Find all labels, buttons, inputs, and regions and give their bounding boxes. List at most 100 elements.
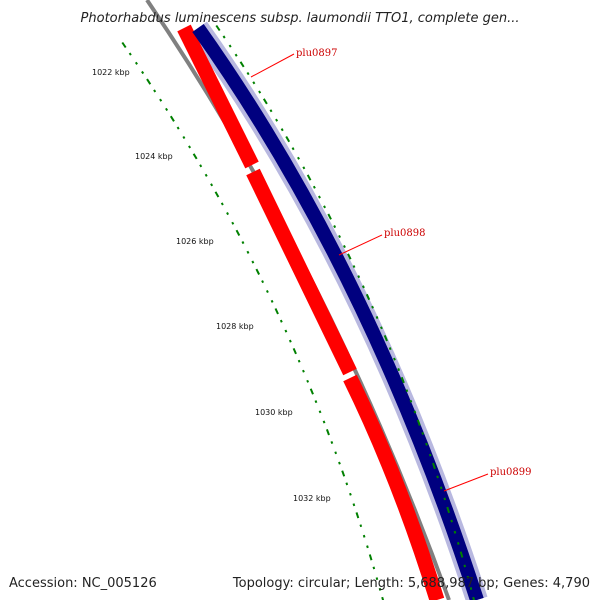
scale-tick-right-major bbox=[459, 551, 464, 558]
scale-tick-right-minor bbox=[323, 205, 326, 209]
scale-tick-left-minor bbox=[134, 61, 138, 65]
scale-tick-right-minor bbox=[388, 347, 392, 351]
scale-tick-right-major bbox=[383, 335, 388, 342]
scale-label-1030: 1030 kbp bbox=[255, 408, 293, 417]
scale-tick-left-minor bbox=[306, 379, 310, 383]
forward-strand-genes bbox=[177, 24, 445, 600]
scale-tick-left-major bbox=[355, 512, 360, 519]
scale-label-1022: 1022 kbp bbox=[92, 68, 130, 77]
scale-label-1028: 1028 kbp bbox=[216, 322, 254, 331]
scale-tick-right-minor bbox=[228, 44, 232, 48]
scale-tick-left-minor bbox=[330, 441, 334, 444]
gene-label[interactable]: plu0899 bbox=[490, 467, 532, 478]
scale-tick-left-minor bbox=[318, 410, 322, 414]
scale-tick-right-major bbox=[432, 462, 436, 470]
scale-tick-left-minor bbox=[279, 319, 283, 323]
scale-tick-right-major bbox=[446, 506, 451, 514]
gene-callout-plu0898[interactable]: plu0898 bbox=[338, 228, 426, 256]
scale-tick-left-minor bbox=[241, 241, 245, 245]
gene-arrow-plu0898[interactable] bbox=[246, 168, 357, 376]
scale-tick-right-minor bbox=[413, 410, 417, 414]
scale-tick-right-minor bbox=[280, 128, 284, 132]
scale-tick-left-minor bbox=[246, 250, 250, 254]
scale-tick-left-minor bbox=[220, 202, 224, 206]
scale-tick-left-minor bbox=[338, 461, 341, 465]
scale-tick-left-major bbox=[235, 229, 241, 236]
scale-tick-left-major bbox=[368, 554, 373, 561]
scale-tick-left-minor bbox=[352, 503, 356, 507]
scale-tick-left-minor bbox=[270, 299, 274, 303]
scale-tick-right-minor bbox=[302, 166, 306, 170]
scale-tick-left-minor bbox=[226, 212, 229, 216]
scale-tick-left-minor bbox=[345, 482, 349, 486]
gene-label[interactable]: plu0898 bbox=[384, 228, 426, 239]
scale-tick-right-minor bbox=[425, 442, 428, 446]
scale-tick-left-minor bbox=[372, 566, 376, 570]
scale-tick-left-minor bbox=[375, 577, 379, 581]
scale-tick-right-minor bbox=[338, 234, 341, 239]
scale-tick-right-major bbox=[285, 136, 291, 143]
scale-tick-left-minor bbox=[176, 126, 180, 130]
scale-tick-left-minor bbox=[284, 329, 288, 333]
scale-tick-right-minor bbox=[361, 285, 365, 289]
genome-summary-text: Topology: circular; Length: 5,688,987 bp… bbox=[232, 576, 590, 591]
gene-callout-plu0899[interactable]: plu0899 bbox=[443, 467, 532, 492]
scale-tick-left-major bbox=[121, 41, 127, 49]
scale-tick-left-minor bbox=[204, 173, 208, 177]
scale-tick-right-minor bbox=[357, 275, 361, 279]
scale-tick-right-minor bbox=[450, 519, 453, 523]
scale-tick-left-minor bbox=[231, 221, 235, 225]
scale-tick-left-major bbox=[381, 596, 385, 600]
scale-tick-right-major bbox=[365, 293, 371, 301]
scale-tick-right-minor bbox=[453, 530, 457, 534]
scale-tick-right-minor bbox=[428, 453, 432, 457]
scale-tick-right-minor bbox=[269, 109, 273, 113]
scale-tick-left-minor bbox=[210, 183, 214, 187]
scale-tick-right-major bbox=[347, 253, 352, 260]
scale-tick-left-minor bbox=[128, 52, 132, 56]
scale-tick-right-major bbox=[416, 419, 421, 426]
scale-tick-left-minor bbox=[362, 534, 366, 538]
scale-tick-left-minor bbox=[188, 145, 192, 149]
scale-ticks-left bbox=[121, 41, 385, 600]
scale-tick-left-major bbox=[255, 268, 260, 275]
scale-tick-left-minor bbox=[261, 280, 265, 284]
scale-tick-left-major bbox=[309, 388, 314, 395]
scale-tick-right-minor bbox=[258, 90, 262, 94]
scale-tick-right-minor bbox=[439, 486, 443, 490]
scale-tick-left-minor bbox=[165, 107, 169, 112]
scale-tick-left-minor bbox=[265, 289, 269, 294]
scale-tick-left-minor bbox=[302, 369, 305, 373]
scale-tick-left-minor bbox=[199, 164, 203, 168]
scale-label-1024: 1024 kbp bbox=[135, 152, 173, 161]
scale-tick-left-minor bbox=[288, 339, 292, 343]
scale-tick-right-major bbox=[306, 174, 312, 181]
gene-callout-plu0897[interactable]: plu0897 bbox=[250, 48, 338, 78]
scale-tick-right-minor bbox=[421, 431, 425, 435]
gene-label[interactable]: plu0897 bbox=[296, 48, 338, 59]
scale-tick-right-major bbox=[215, 24, 221, 32]
map-title: Photorhabdus luminescens subsp. laumondi… bbox=[81, 11, 520, 26]
callout-line bbox=[443, 473, 489, 492]
scale-tick-right-minor bbox=[297, 156, 300, 160]
gene-arrow-plu0899[interactable] bbox=[343, 374, 445, 600]
scale-tick-right-minor bbox=[312, 185, 316, 189]
scale-label-1032: 1032 kbp bbox=[293, 494, 331, 503]
scale-tick-right-minor bbox=[436, 475, 439, 479]
gene-arrow-plu0897[interactable] bbox=[177, 24, 259, 169]
scale-tick-right-major bbox=[327, 213, 332, 220]
scale-tick-left-major bbox=[169, 115, 175, 122]
scale-tick-right-minor bbox=[469, 587, 473, 591]
accession-text: Accession: NC_005126 bbox=[9, 576, 157, 591]
scale-tick-right-minor bbox=[343, 244, 346, 249]
scale-tick-left-minor bbox=[366, 545, 369, 549]
scale-label-1026: 1026 kbp bbox=[176, 237, 214, 246]
scale-tick-right-minor bbox=[291, 147, 295, 151]
scale-tick-right-minor bbox=[246, 71, 250, 76]
scale-tick-right-minor bbox=[275, 118, 279, 122]
scale-tick-right-minor bbox=[222, 35, 226, 39]
scale-tick-right-major bbox=[262, 98, 268, 105]
scale-tick-right-major bbox=[400, 376, 405, 384]
